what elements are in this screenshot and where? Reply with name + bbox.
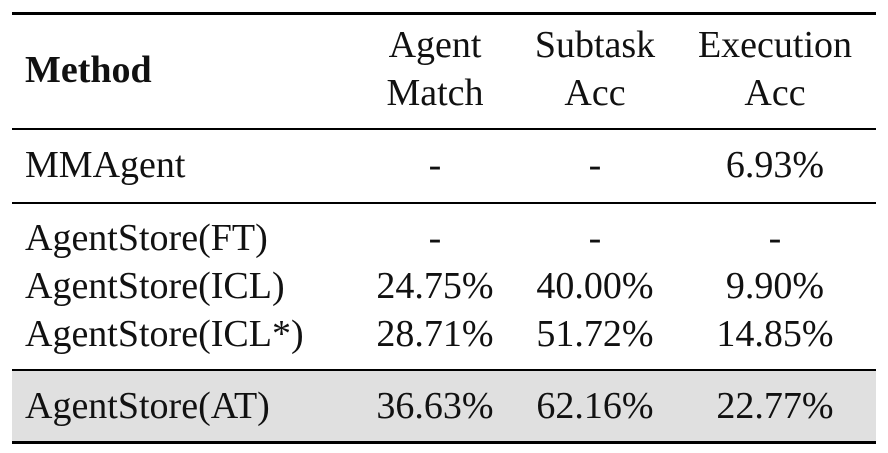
method-cell: AgentStore(FT) (25, 217, 268, 259)
value-cell: - (588, 217, 602, 259)
value-cell: 51.72% (536, 313, 654, 355)
value-cell: 62.16% (536, 385, 654, 427)
value-cell: 36.63% (376, 385, 494, 427)
header-method: Method (25, 49, 152, 91)
value-cell: 22.77% (716, 385, 834, 427)
value-cell: 14.85% (716, 313, 834, 355)
group-rule (12, 369, 876, 371)
header-cell: Agent (388, 24, 482, 66)
header-cell: Acc (564, 72, 626, 114)
method-cell: AgentStore(AT) (25, 385, 270, 427)
group-rule (12, 202, 876, 204)
highlight-row (12, 371, 876, 441)
value-cell: - (588, 144, 602, 186)
value-cell: 40.00% (536, 265, 654, 307)
value-cell: 28.71% (376, 313, 494, 355)
value-cell: 9.90% (725, 265, 825, 307)
header-cell: Match (386, 72, 484, 114)
header-rule (12, 128, 876, 130)
header-cell: Execution (697, 24, 853, 66)
value-cell: 24.75% (376, 265, 494, 307)
top-rule (12, 12, 876, 15)
method-cell: MMAgent (25, 144, 186, 186)
value-cell: - (768, 217, 782, 259)
value-cell: - (428, 217, 442, 259)
value-cell: 6.93% (725, 144, 825, 186)
method-cell: AgentStore(ICL) (25, 265, 285, 307)
header-cell: Subtask (534, 24, 656, 66)
header-cell: Acc (744, 72, 806, 114)
value-cell: - (428, 144, 442, 186)
bottom-rule (12, 441, 876, 444)
method-cell: AgentStore(ICL*) (25, 313, 304, 355)
